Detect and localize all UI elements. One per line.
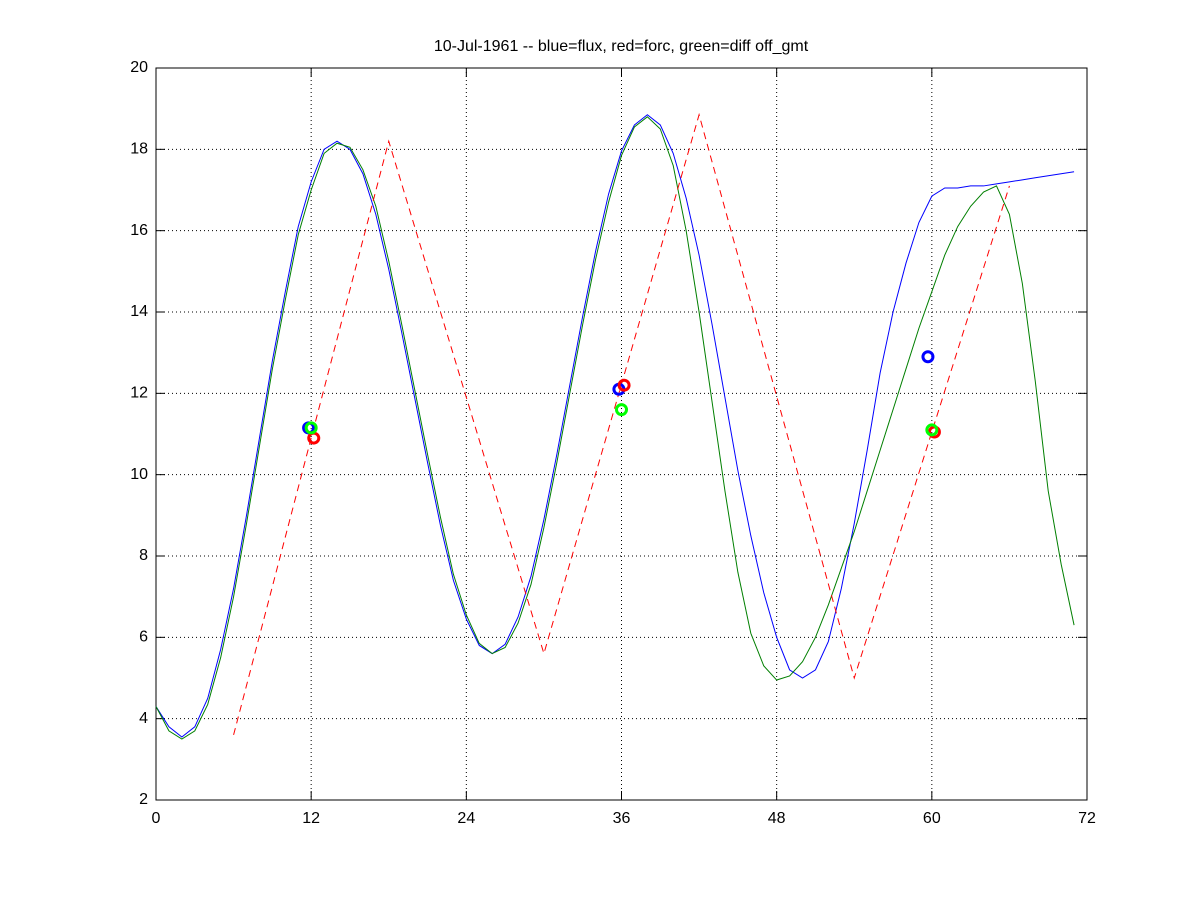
chart-title: 10-Jul-1961 -- blue=flux, red=forc, gree…	[434, 38, 809, 55]
marker	[615, 403, 628, 417]
y-tick-label: 8	[139, 547, 148, 564]
axes-box	[155, 67, 1088, 801]
x-tick-label: 24	[457, 810, 475, 827]
y-tick-label: 10	[130, 466, 148, 483]
x-tick-label: 48	[768, 810, 786, 827]
y-tick-label: 14	[130, 303, 148, 320]
x-tick-label: 60	[923, 810, 941, 827]
series-line	[155, 116, 1075, 740]
y-tick-label: 6	[139, 629, 148, 646]
y-tick-label: 4	[139, 710, 148, 727]
y-tick-label: 16	[130, 222, 148, 239]
y-tick-label: 18	[130, 141, 148, 158]
x-tick-label: 12	[302, 810, 320, 827]
marker	[921, 350, 935, 364]
x-tick-label: 0	[152, 810, 161, 827]
y-tick-label: 2	[139, 791, 148, 808]
x-tick-label: 72	[1078, 810, 1096, 827]
y-tick-label: 20	[130, 59, 148, 76]
series-line	[155, 114, 1075, 738]
y-tick-label: 12	[130, 385, 148, 402]
x-tick-label: 36	[613, 810, 631, 827]
marker	[617, 378, 631, 392]
marker	[304, 421, 318, 435]
marker	[925, 423, 939, 437]
